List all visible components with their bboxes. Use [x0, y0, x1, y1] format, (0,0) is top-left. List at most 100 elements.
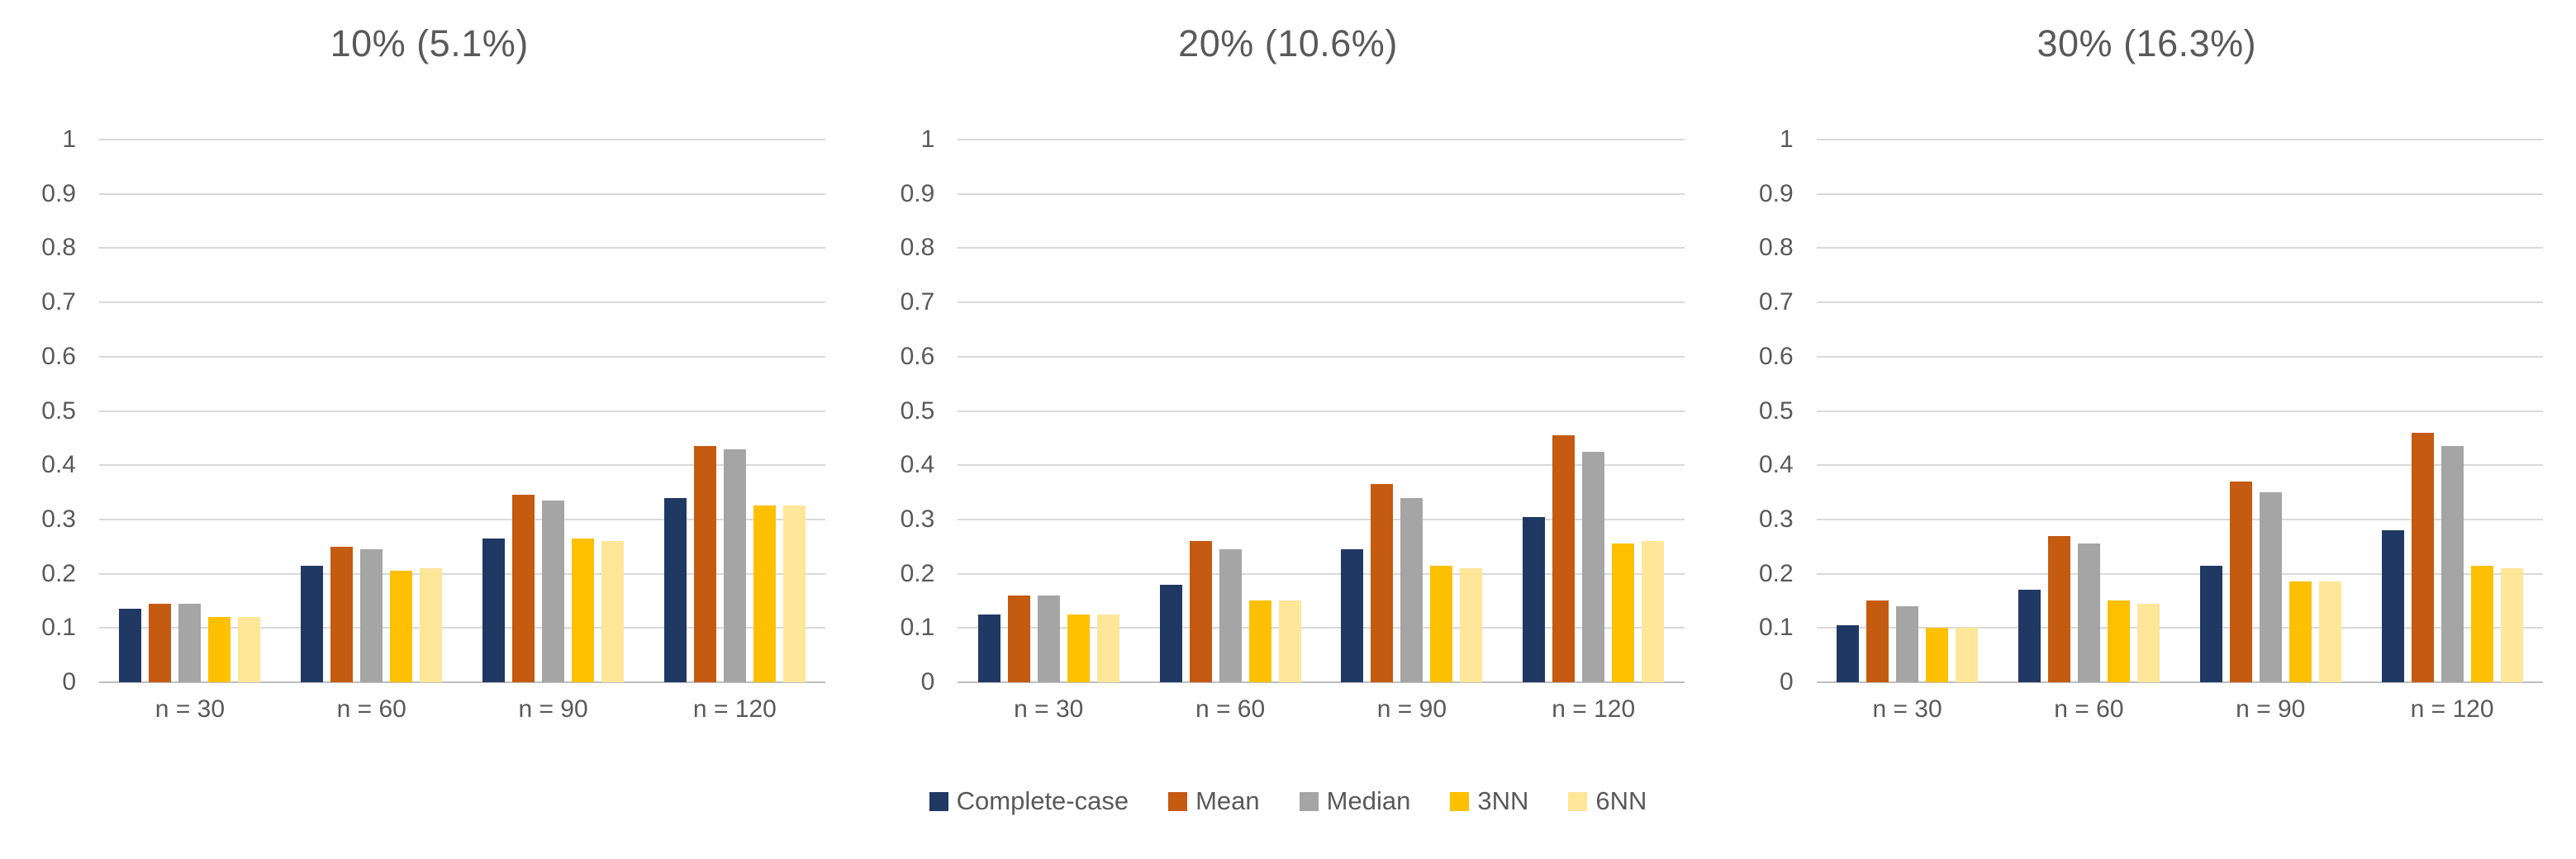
gridline	[1816, 301, 2543, 304]
gridline	[99, 627, 826, 629]
bar-3nn	[2470, 565, 2493, 682]
gridline	[99, 247, 826, 249]
legend-item-6nn: 6NN	[1568, 786, 1647, 816]
y-tick-label: 0	[62, 668, 76, 695]
plot-area	[1816, 139, 2543, 683]
gridline	[958, 464, 1685, 467]
chart-panel-10pct: 10% (5.1%) 1 0.9 0.8 0.7 0.6 0.5 0.4 0.3 0.2 0.1 0…	[0, 0, 858, 747]
bar-6nn	[2500, 568, 2523, 682]
chart-title: 20% (10.6%)	[1178, 22, 1398, 64]
legend-label: Mean	[1195, 786, 1260, 815]
y-tick-label: 1	[920, 126, 935, 153]
legend-swatch-complete-case	[929, 791, 948, 811]
chart-panel-30pct: 30% (16.3%) 1 0.9 0.8 0.7 0.6 0.5 0.4 0.3 0.2 0.1…	[1718, 0, 2576, 747]
y-tick-label: 0.1	[900, 614, 935, 642]
bar-median	[542, 500, 565, 682]
category-label: n = 120	[1552, 695, 1636, 723]
y-tick-label: 0.1	[41, 614, 76, 642]
bar-mean	[2229, 481, 2252, 682]
bar-median	[360, 549, 383, 682]
x-axis-category-labels: n = 30 n = 60 n = 90 n = 120	[1817, 695, 2543, 724]
x-axis-baseline	[1816, 681, 2543, 683]
bar-cluster-n-30	[1817, 140, 1999, 682]
bar-median	[1582, 451, 1605, 682]
y-tick-label: 0.4	[41, 451, 76, 479]
bar-median	[1896, 606, 1919, 682]
y-tick-label: 0.7	[1758, 288, 1794, 316]
category-label: n = 120	[692, 695, 777, 723]
category-label: n = 90	[2236, 695, 2306, 723]
bar-6nn	[420, 568, 443, 682]
legend-swatch-3nn	[1450, 791, 1470, 811]
bar-mean	[1007, 595, 1030, 682]
bar-cluster-n-90	[2179, 140, 2361, 682]
y-tick-label: 0.8	[900, 234, 935, 262]
y-tick-label: 0.2	[900, 559, 935, 587]
bar-6nn	[1096, 614, 1119, 682]
bar-median	[1219, 549, 1242, 682]
gridline	[1816, 410, 2543, 412]
bar-6nn	[1278, 600, 1301, 682]
category-label: n = 30	[1872, 695, 1942, 723]
y-tick-label: 0.2	[41, 559, 76, 587]
gridline	[958, 355, 1685, 358]
gridline	[1816, 627, 2543, 629]
legend-label: 3NN	[1477, 786, 1529, 815]
y-tick-label: 0	[920, 668, 935, 695]
bar-complete-case	[119, 609, 142, 682]
category-label: n = 60	[1195, 695, 1266, 723]
y-tick-label: 0.9	[41, 179, 76, 207]
y-axis: 1 0.9 0.8 0.7 0.6 0.5 0.4 0.3 0.2 0.1 0	[1718, 126, 1817, 695]
gridline	[958, 247, 1685, 249]
bar-mean	[1189, 541, 1212, 682]
legend-item-3nn: 3NN	[1450, 786, 1528, 816]
chart-title: 10% (5.1%)	[330, 22, 529, 64]
bar-complete-case	[2381, 530, 2404, 682]
y-tick-label: 0.3	[1758, 505, 1794, 533]
y-tick-label: 0.2	[1758, 559, 1794, 587]
chart-title: 30% (16.3%)	[2037, 22, 2257, 64]
y-tick-label: 0.8	[1758, 234, 1794, 262]
bar-median	[723, 448, 746, 682]
bar-3nn	[572, 538, 595, 682]
chart-panels-row: 10% (5.1%) 1 0.9 0.8 0.7 0.6 0.5 0.4 0.3 0.2 0.1 0…	[0, 0, 2576, 747]
bar-median	[2259, 492, 2282, 682]
bar-3nn	[390, 571, 413, 682]
y-tick-label: 0.5	[41, 396, 76, 425]
bar-clusters	[99, 140, 825, 682]
bar-clusters	[958, 140, 1684, 682]
y-axis: 1 0.9 0.8 0.7 0.6 0.5 0.4 0.3 0.2 0.1 0	[0, 126, 99, 695]
y-tick-label: 0.4	[1758, 451, 1794, 479]
gridline	[958, 192, 1685, 195]
bar-3nn	[2107, 600, 2130, 682]
bar-6nn	[2136, 603, 2160, 682]
y-axis: 1 0.9 0.8 0.7 0.6 0.5 0.4 0.3 0.2 0.1 0	[858, 126, 958, 695]
legend-item-median: Median	[1299, 786, 1410, 816]
bar-mean	[2047, 535, 2070, 682]
y-tick-label: 0.5	[1758, 396, 1794, 425]
bar-cluster-n-120	[1503, 140, 1685, 682]
bar-cluster-n-60	[1998, 140, 2179, 682]
gridline	[99, 464, 826, 467]
y-tick-label: 0.6	[1758, 342, 1794, 370]
bar-median	[178, 603, 202, 682]
gridline	[1816, 139, 2543, 140]
x-axis-baseline	[99, 681, 826, 683]
gridline	[958, 627, 1685, 629]
plot-row: 1 0.9 0.8 0.7 0.6 0.5 0.4 0.3 0.2 0.1 0	[1718, 126, 2576, 695]
plot-row: 1 0.9 0.8 0.7 0.6 0.5 0.4 0.3 0.2 0.1 0	[858, 126, 1717, 695]
legend-swatch-mean	[1168, 791, 1188, 811]
bar-median	[1037, 595, 1060, 682]
bar-complete-case	[2199, 565, 2222, 682]
bar-median	[2441, 446, 2464, 682]
gridline	[1816, 464, 2543, 467]
bar-cluster-n-60	[1139, 140, 1321, 682]
gridline	[99, 192, 826, 195]
y-tick-label: 0.6	[900, 342, 935, 370]
gridline	[99, 355, 826, 358]
y-tick-label: 0.5	[900, 396, 935, 425]
bar-complete-case	[1837, 625, 1860, 682]
legend-item-complete-case: Complete-case	[929, 786, 1129, 816]
category-label: n = 30	[1014, 695, 1084, 723]
